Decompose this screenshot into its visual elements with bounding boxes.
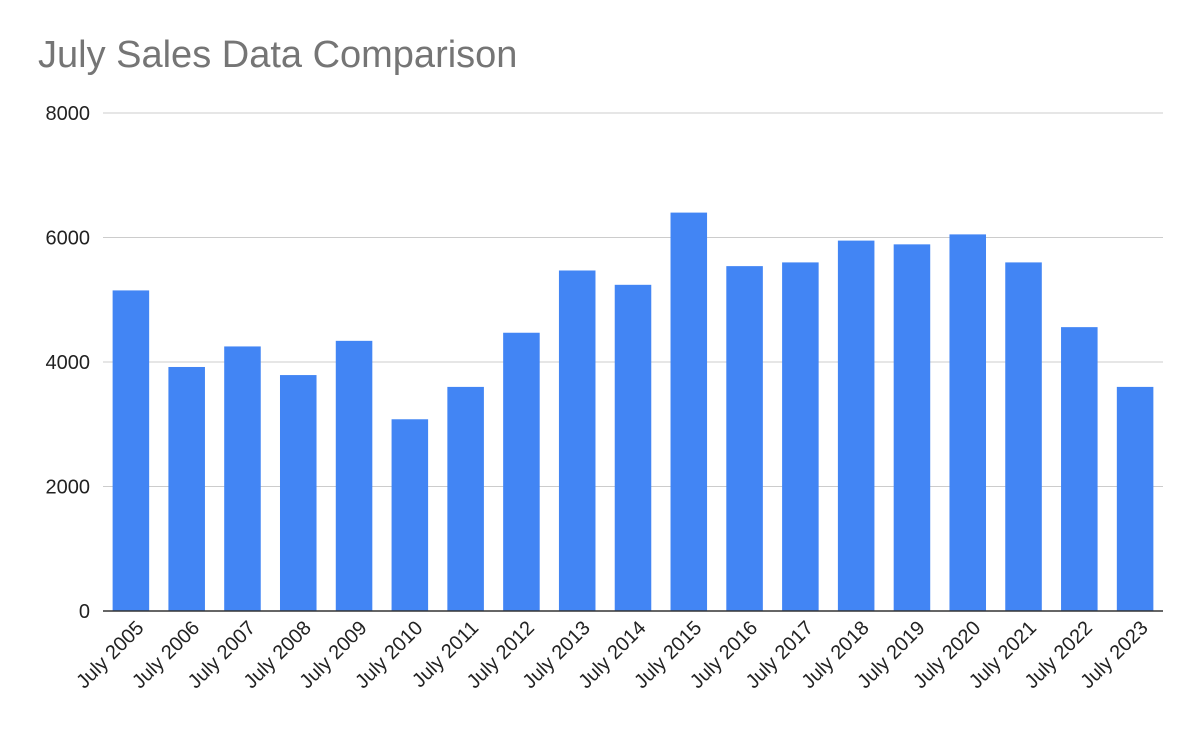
bar xyxy=(1116,386,1154,611)
bar xyxy=(558,270,596,611)
bar xyxy=(1061,327,1098,611)
bar xyxy=(949,234,987,611)
bar xyxy=(447,386,484,611)
y-tick-label: 4000 xyxy=(46,352,91,374)
y-axis-tick-labels: 0 2000 4000 6000 8000 xyxy=(46,103,91,623)
bar xyxy=(168,366,205,611)
bar xyxy=(391,419,429,611)
bar xyxy=(224,346,261,611)
bars xyxy=(112,212,1154,612)
bar xyxy=(335,340,373,611)
y-tick-label: 8000 xyxy=(46,103,91,125)
y-tick-label: 6000 xyxy=(46,228,91,250)
y-tick-label: 2000 xyxy=(46,477,91,499)
chart-title: July Sales Data Comparison xyxy=(38,34,518,76)
bar xyxy=(837,240,875,612)
bar xyxy=(893,244,931,611)
bar xyxy=(782,262,819,611)
bar xyxy=(279,375,317,611)
bar xyxy=(726,266,763,611)
bar xyxy=(503,332,540,611)
bar xyxy=(112,290,150,611)
bar xyxy=(1005,262,1042,611)
bar xyxy=(614,284,652,611)
y-tick-label: 0 xyxy=(79,601,90,623)
bar xyxy=(670,212,708,611)
